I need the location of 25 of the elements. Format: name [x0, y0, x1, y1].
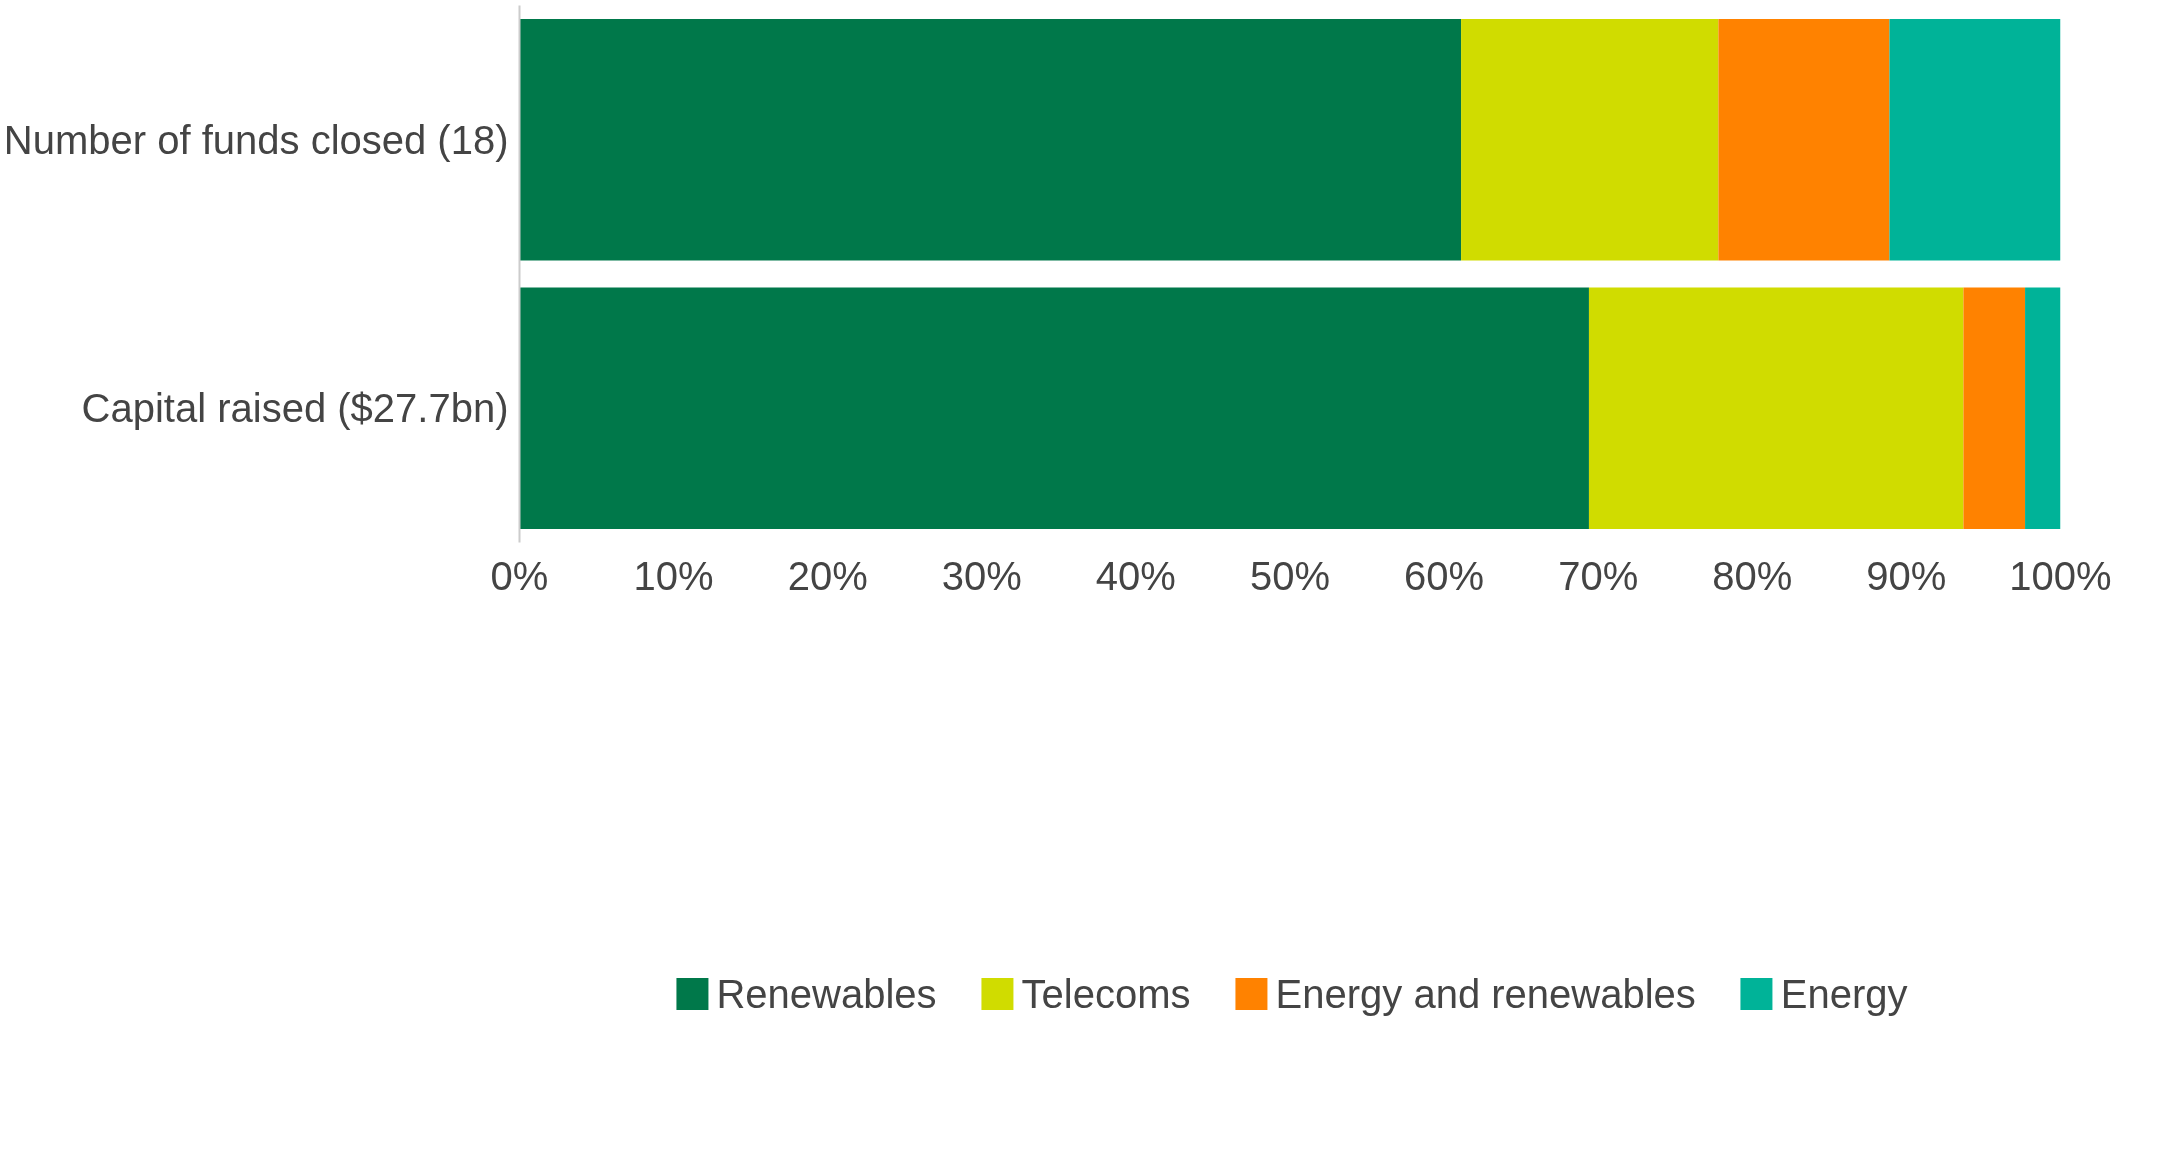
- bar: [2025, 287, 2061, 530]
- x-tick-label: 90%: [1866, 553, 1947, 598]
- bar: [519, 287, 1589, 530]
- bar: [1889, 18, 2061, 261]
- bar: [1461, 18, 1719, 261]
- y-tick-label: Capital raised ($27.7bn): [81, 386, 509, 431]
- x-tick-label: 80%: [1712, 553, 1793, 598]
- x-tick-label: 100%: [2009, 553, 2112, 598]
- x-tick-label: 0%: [490, 553, 549, 598]
- legend-label: Energy and renewables: [1275, 971, 1696, 1017]
- bar: [1718, 18, 1890, 261]
- x-tick-label: 10%: [633, 553, 714, 598]
- legend-label: Energy: [1780, 971, 1908, 1017]
- legend-label: Telecoms: [1021, 971, 1191, 1017]
- legend-label: Renewables: [716, 971, 937, 1017]
- bar: [1963, 287, 2026, 530]
- x-tick-label: 20%: [787, 553, 868, 598]
- x-tick-label: 50%: [1249, 553, 1331, 598]
- x-tick-label: 40%: [1095, 553, 1176, 598]
- bar: [519, 18, 1462, 261]
- x-tick-label: 30%: [941, 553, 1022, 598]
- bar: [1588, 287, 1964, 530]
- x-tick-label: 60%: [1404, 553, 1485, 598]
- y-tick-label: Number of funds closed (18): [3, 117, 509, 162]
- x-tick-label: 70%: [1558, 553, 1639, 598]
